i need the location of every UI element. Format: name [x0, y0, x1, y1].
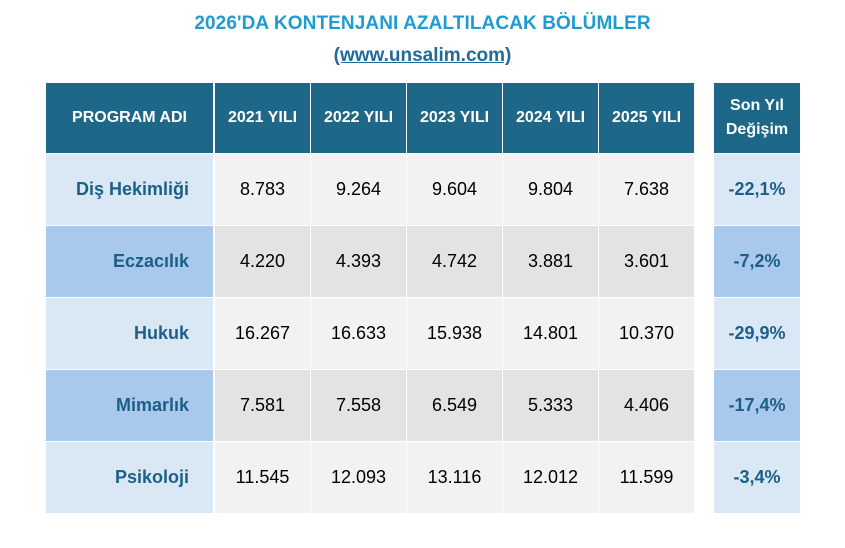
- row-value-2021: 7.581: [215, 370, 310, 441]
- row-value-2024: 12.012: [503, 442, 598, 513]
- row-value-2023: 6.549: [407, 370, 502, 441]
- row-value-2025: 10.370: [599, 298, 694, 369]
- row-change: -7,2%: [714, 226, 800, 297]
- row-program-name: Psikoloji: [46, 442, 213, 513]
- column-header-change: Son Yıl Değişim: [714, 83, 800, 153]
- row-change: -29,9%: [714, 298, 800, 369]
- column-header-2022: 2022 YILI: [311, 83, 406, 153]
- row-value-2022: 9.264: [311, 154, 406, 225]
- row-value-2023: 9.604: [407, 154, 502, 225]
- row-program-name: Hukuk: [46, 298, 213, 369]
- row-value-2023: 4.742: [407, 226, 502, 297]
- column-header-2024-label: 2024 YILI: [515, 109, 586, 126]
- source-link[interactable]: (www.unsalim.com): [333, 45, 512, 66]
- row-value-2024: 3.881: [503, 226, 598, 297]
- row-value-2023: 15.938: [407, 298, 502, 369]
- row-value-2023: 13.116: [407, 442, 502, 513]
- column-header-2021: 2021 YILI: [215, 83, 310, 153]
- row-value-2025: 4.406: [599, 370, 694, 441]
- row-value-2024: 14.801: [503, 298, 598, 369]
- column-header-2021-label: 2021 YILI: [227, 109, 298, 126]
- row-change: -3,4%: [714, 442, 800, 513]
- row-value-2021: 4.220: [215, 226, 310, 297]
- column-header-change-line1: Son Yıl: [730, 97, 784, 114]
- row-program-name: Mimarlık: [46, 370, 213, 441]
- column-header-2025-label: 2025 YILI: [611, 109, 682, 126]
- column-header-change-line2: Değişim: [725, 121, 789, 138]
- row-value-2022: 12.093: [311, 442, 406, 513]
- row-value-2025: 3.601: [599, 226, 694, 297]
- row-value-2024: 5.333: [503, 370, 598, 441]
- page-title: 2026'DA KONTENJANI AZALTILACAK BÖLÜMLER: [194, 13, 651, 34]
- row-value-2025: 7.638: [599, 154, 694, 225]
- row-value-2021: 8.783: [215, 154, 310, 225]
- row-value-2025: 11.599: [599, 442, 694, 513]
- row-value-2021: 16.267: [215, 298, 310, 369]
- column-header-program-label: PROGRAM ADI: [72, 109, 187, 126]
- row-program-name: Diş Hekimliği: [46, 154, 213, 225]
- row-program-name: Eczacılık: [46, 226, 213, 297]
- column-header-2023: 2023 YILI: [407, 83, 502, 153]
- row-value-2022: 16.633: [311, 298, 406, 369]
- column-header-2025: 2025 YILI: [599, 83, 694, 153]
- row-change: -17,4%: [714, 370, 800, 441]
- row-value-2024: 9.804: [503, 154, 598, 225]
- row-value-2022: 7.558: [311, 370, 406, 441]
- row-value-2021: 11.545: [215, 442, 310, 513]
- column-header-program: PROGRAM ADI: [46, 83, 213, 153]
- column-header-2024: 2024 YILI: [503, 83, 598, 153]
- column-header-2022-label: 2022 YILI: [323, 109, 394, 126]
- row-change: -22,1%: [714, 154, 800, 225]
- column-header-2023-label: 2023 YILI: [419, 109, 490, 126]
- row-value-2022: 4.393: [311, 226, 406, 297]
